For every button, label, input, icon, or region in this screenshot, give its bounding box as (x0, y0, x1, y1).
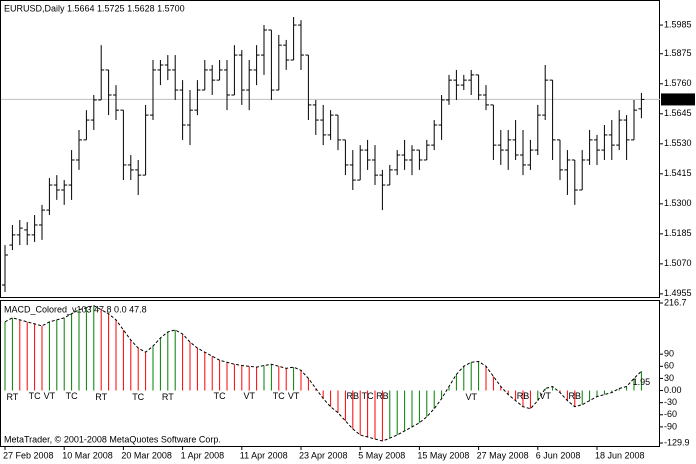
y-tick-label: 216.7 (664, 297, 687, 307)
y-tick-label: 1.5760 (664, 78, 692, 88)
y-tick-label: 1.5875 (664, 48, 692, 58)
signal-annotation: RB (569, 391, 582, 401)
y-tick-label: 90 (664, 349, 674, 359)
signal-annotation: VT (44, 391, 56, 401)
x-tick-label: 5 May 2008 (358, 450, 405, 460)
y-tick-label: 1.5415 (664, 168, 692, 178)
y-tick-label: -129.9 (664, 437, 690, 447)
macd-title: MACD_Colored_v103 47.8 0.0 47.8 (4, 304, 147, 314)
signal-annotation: VT (465, 392, 477, 402)
x-tick-label: 15 May 2008 (417, 450, 469, 460)
signal-annotation: VT (539, 391, 551, 401)
y-tick-label: 1.5185 (664, 228, 692, 238)
y-tick-label: 1.5530 (664, 138, 692, 148)
y-tick-label: 30 (664, 373, 674, 383)
y-tick-label: -60 (664, 409, 677, 419)
y-tick-label: -30 (664, 397, 677, 407)
signal-annotation: RT (162, 392, 174, 402)
x-tick-label: 27 May 2008 (477, 450, 529, 460)
signal-annotation: RT (6, 392, 18, 402)
watermark: MetaTrader, © 2001-2008 MetaQuotes Softw… (4, 434, 221, 444)
price-panel (0, 0, 660, 298)
x-tick-label: 10 Mar 2008 (62, 450, 113, 460)
signal-annotation: TC (273, 391, 285, 401)
signal-annotation: TC (362, 391, 374, 401)
x-tick-label: 27 Feb 2008 (3, 450, 54, 460)
price-title: EURUSD,Daily 1.5664 1.5725 1.5628 1.5700 (4, 3, 185, 13)
signal-annotation: RB (517, 391, 530, 401)
price-marker-label: 1.5700 (664, 94, 692, 104)
x-tick-label: 6 Jun 2008 (536, 450, 581, 460)
y-tick-label: 1.5070 (664, 258, 692, 268)
signal-annotation: TC (66, 391, 78, 401)
signal-annotation: 1.95 (633, 377, 651, 387)
macd-panel (0, 300, 660, 447)
signal-annotation: RB (376, 391, 389, 401)
signal-annotation: RB (347, 391, 360, 401)
y-tick-label: 1.4955 (664, 288, 692, 298)
signal-annotation: TC (29, 391, 41, 401)
x-tick-label: 20 Mar 2008 (121, 450, 172, 460)
x-tick-label: 18 Jun 2008 (595, 450, 645, 460)
x-tick-label: 11 Apr 2008 (240, 450, 288, 460)
signal-annotation: TC (214, 391, 226, 401)
y-tick-label: 1.5985 (664, 19, 692, 29)
price-marker-box (661, 93, 695, 106)
signal-annotation: TC (132, 392, 144, 402)
signal-annotation: RT (95, 392, 107, 402)
y-tick-label: 1.5645 (664, 108, 692, 118)
y-tick-label: -90 (664, 421, 677, 431)
y-tick-label: 1.5300 (664, 198, 692, 208)
signal-annotation: VT (288, 391, 300, 401)
signal-annotation: VT (243, 391, 255, 401)
x-tick-label: 23 Apr 2008 (299, 450, 348, 460)
y-tick-label: 0.00 (664, 385, 682, 395)
y-tick-label: 60 (664, 361, 674, 371)
macd-line (4, 305, 642, 442)
x-tick-label: 1 Apr 2008 (181, 450, 225, 460)
